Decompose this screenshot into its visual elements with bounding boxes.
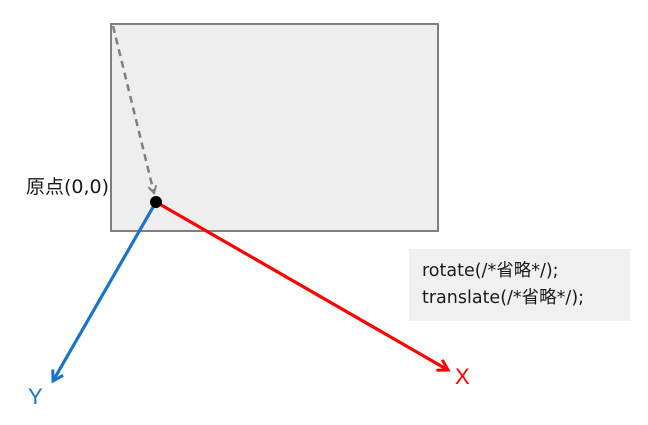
code-line-rotate: rotate(/*省略*/); [422, 261, 559, 281]
code-line-translate: translate(/*省略*/); [422, 288, 585, 308]
x-axis-arrow [155, 200, 448, 370]
canvas-rectangle [110, 23, 439, 232]
translation-arrow [111, 25, 154, 193]
y-axis-label: Y [28, 384, 43, 409]
origin-label: 原点(0,0) [26, 176, 110, 198]
x-axis-label: X [455, 364, 470, 389]
origin-dot [150, 196, 162, 208]
code-box: rotate(/*省略*/); translate(/*省略*/); [409, 249, 630, 321]
y-axis-arrow [53, 201, 158, 381]
